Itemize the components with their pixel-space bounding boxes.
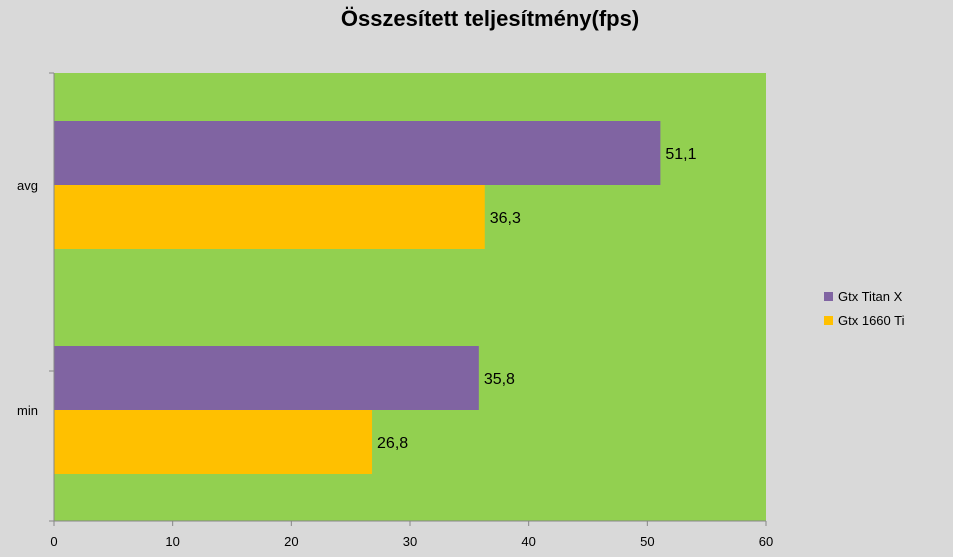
legend-item: Gtx 1660 Ti: [838, 313, 905, 328]
bar-gtx-titan-x-avg: [54, 121, 661, 185]
data-label: 36,3: [490, 210, 521, 227]
x-tick-label: 50: [640, 534, 654, 549]
x-tick-label: 60: [759, 534, 773, 549]
data-label: 35,8: [484, 371, 515, 388]
chart-title: Összesített teljesítmény(fps): [340, 6, 640, 31]
category-label-avg: avg: [17, 178, 38, 193]
x-tick-label: 40: [521, 534, 535, 549]
bar-gtx-1660-ti-min: [54, 410, 373, 474]
legend-swatch: [824, 292, 833, 301]
category-label-min: min: [17, 403, 38, 418]
bar-gtx-1660-ti-avg: [54, 185, 485, 249]
x-tick-label: 20: [284, 534, 298, 549]
bar-gtx-titan-x-min: [54, 346, 479, 410]
x-tick-label: 30: [403, 534, 417, 549]
x-tick-label: 10: [165, 534, 179, 549]
data-label: 51,1: [665, 146, 696, 163]
x-tick-label: 0: [50, 534, 57, 549]
data-label: 26,8: [377, 435, 408, 452]
legend-swatch: [824, 316, 833, 325]
legend-item: Gtx Titan X: [838, 289, 903, 304]
